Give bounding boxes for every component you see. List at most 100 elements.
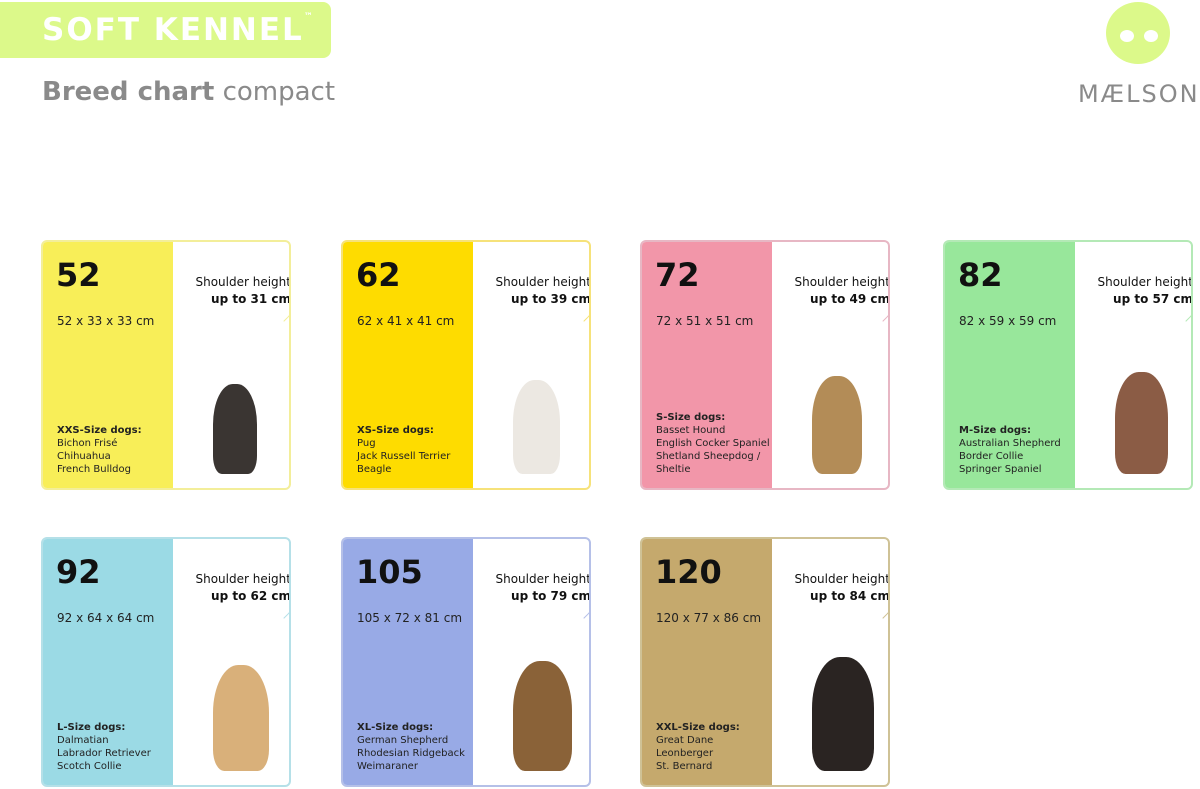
shoulder-label: Shoulder height	[1097, 275, 1193, 289]
height-arrow-icon	[289, 615, 291, 785]
shoulder-height: Shoulder height up to 62 cm	[195, 571, 291, 605]
size-category: XXL-Size dogs:	[656, 722, 740, 733]
shoulder-label: Shoulder height	[495, 572, 591, 586]
breed-name: Chihuahua	[57, 451, 111, 462]
kennel-dimensions: 120 x 77 x 86 cm	[656, 611, 762, 625]
breed-name: Leonberger	[656, 748, 714, 759]
subtitle-light: compact	[222, 77, 336, 107]
breed-name: German Shepherd	[357, 735, 449, 746]
kennel-size: 62	[356, 256, 401, 294]
size-category: M-Size dogs:	[959, 425, 1031, 436]
breed-name: Jack Russell Terrier	[357, 451, 451, 462]
kennel-size: 52	[56, 256, 101, 294]
kennel-size: 105	[356, 553, 423, 591]
shoulder-label: Shoulder height	[794, 572, 890, 586]
size-category: S-Size dogs:	[656, 412, 726, 423]
breed-list: XXL-Size dogs: Great Dane Leonberger St. Be…	[656, 721, 740, 773]
trademark: ™	[303, 12, 315, 22]
shoulder-label: Shoulder height	[794, 275, 890, 289]
breed-name: Great Dane	[656, 735, 714, 746]
kennel-dimensions: 62 x 41 x 41 cm	[357, 314, 455, 328]
shoulder-value: up to 57 cm	[1113, 292, 1193, 306]
breed-name: Weimaraner	[357, 761, 418, 772]
shoulder-value: up to 84 cm	[810, 589, 890, 603]
dog-photo	[812, 657, 874, 771]
kennel-size: 92	[56, 553, 101, 591]
logo-text: MÆLSON	[1078, 80, 1200, 108]
breed-name: Shetland Sheepdog /	[656, 451, 761, 462]
size-panel: 82 82 x 59 x 59 cm M-Size dogs: Australia…	[945, 242, 1075, 488]
kennel-size: 120	[655, 553, 722, 591]
brand-banner: SOFT KENNEL™	[0, 2, 331, 58]
size-panel: 72 72 x 51 x 51 cm S-Size dogs: Basset Ho…	[642, 242, 772, 488]
breed-name: Rhodesian Ridgeback	[357, 748, 465, 759]
breed-list: M-Size dogs: Australian Shepherd Border Co…	[959, 424, 1061, 476]
shoulder-label: Shoulder height	[195, 275, 291, 289]
breed-name: French Bulldog	[57, 464, 131, 475]
dog-photo	[1115, 372, 1168, 474]
page-subtitle: Breed chart compact	[42, 77, 335, 107]
shoulder-height: Shoulder height up to 79 cm	[495, 571, 591, 605]
logo-eye	[1144, 30, 1158, 42]
height-arrow-icon	[589, 318, 591, 488]
logo-eye	[1120, 30, 1134, 42]
kennel-dimensions: 105 x 72 x 81 cm	[357, 611, 463, 625]
height-arrow-icon	[289, 318, 291, 488]
size-panel: 92 92 x 64 x 64 cm L-Size dogs: Dalmatian…	[43, 539, 173, 785]
size-category: XS-Size dogs:	[357, 425, 434, 436]
shoulder-value: up to 31 cm	[211, 292, 291, 306]
shoulder-height: Shoulder height up to 39 cm	[495, 274, 591, 308]
height-arrow-icon	[888, 318, 890, 488]
breed-list: XL-Size dogs: German Shepherd Rhodesian Ri…	[357, 721, 465, 773]
shoulder-label: Shoulder height	[495, 275, 591, 289]
maelson-logo: MÆLSON	[1078, 0, 1200, 110]
height-arrow-icon	[888, 615, 890, 785]
size-card-52: 52 52 x 33 x 33 cm XXS-Size dogs: Bichon …	[41, 240, 291, 490]
shoulder-label: Shoulder height	[195, 572, 291, 586]
dog-photo	[513, 380, 560, 474]
dog-photo	[213, 384, 257, 474]
size-card-62: 62 62 x 41 x 41 cm XS-Size dogs: Pug Jack …	[341, 240, 591, 490]
kennel-size: 82	[958, 256, 1003, 294]
size-category: XXS-Size dogs:	[57, 425, 142, 436]
shoulder-value: up to 62 cm	[211, 589, 291, 603]
breed-name: St. Bernard	[656, 761, 713, 772]
breed-name: Pug	[357, 438, 376, 449]
size-panel: 105 105 x 72 x 81 cm XL-Size dogs: German…	[343, 539, 473, 785]
dog-photo	[513, 661, 572, 771]
kennel-dimensions: 52 x 33 x 33 cm	[57, 314, 155, 328]
breed-name: Dalmatian	[57, 735, 109, 746]
dog-photo	[812, 376, 862, 474]
subtitle-bold: Breed chart	[42, 77, 215, 107]
height-arrow-icon	[1191, 318, 1193, 488]
size-panel: 62 62 x 41 x 41 cm XS-Size dogs: Pug Jack …	[343, 242, 473, 488]
size-panel: 52 52 x 33 x 33 cm XXS-Size dogs: Bichon …	[43, 242, 173, 488]
shoulder-height: Shoulder height up to 57 cm	[1097, 274, 1193, 308]
size-card-120: 120 120 x 77 x 86 cm XXL-Size dogs: Great…	[640, 537, 890, 787]
kennel-dimensions: 72 x 51 x 51 cm	[656, 314, 754, 328]
brand-title: SOFT KENNEL™	[42, 12, 315, 48]
breed-name: English Cocker Spaniel	[656, 438, 770, 449]
kennel-dimensions: 92 x 64 x 64 cm	[57, 611, 155, 625]
breed-name: Beagle	[357, 464, 392, 475]
breed-name: Border Collie	[959, 451, 1024, 462]
shoulder-value: up to 79 cm	[511, 589, 591, 603]
kennel-size: 72	[655, 256, 700, 294]
size-card-105: 105 105 x 72 x 81 cm XL-Size dogs: German…	[341, 537, 591, 787]
shoulder-height: Shoulder height up to 31 cm	[195, 274, 291, 308]
breed-name: Basset Hound	[656, 425, 726, 436]
size-card-72: 72 72 x 51 x 51 cm S-Size dogs: Basset Ho…	[640, 240, 890, 490]
size-card-92: 92 92 x 64 x 64 cm L-Size dogs: Dalmatian…	[41, 537, 291, 787]
shoulder-height: Shoulder height up to 84 cm	[794, 571, 890, 605]
size-category: XL-Size dogs:	[357, 722, 434, 733]
size-card-82: 82 82 x 59 x 59 cm M-Size dogs: Australia…	[943, 240, 1193, 490]
shoulder-value: up to 49 cm	[810, 292, 890, 306]
size-panel: 120 120 x 77 x 86 cm XXL-Size dogs: Great…	[642, 539, 772, 785]
brand-name: SOFT KENNEL	[42, 12, 304, 48]
dog-head-logo-icon	[1106, 2, 1170, 64]
breed-list: XXS-Size dogs: Bichon Frisé Chihuahua Frenc…	[57, 424, 142, 476]
dog-photo	[213, 665, 269, 771]
height-arrow-icon	[589, 615, 591, 785]
shoulder-value: up to 39 cm	[511, 292, 591, 306]
breed-list: S-Size dogs: Basset Hound English Cocker S…	[656, 411, 770, 476]
